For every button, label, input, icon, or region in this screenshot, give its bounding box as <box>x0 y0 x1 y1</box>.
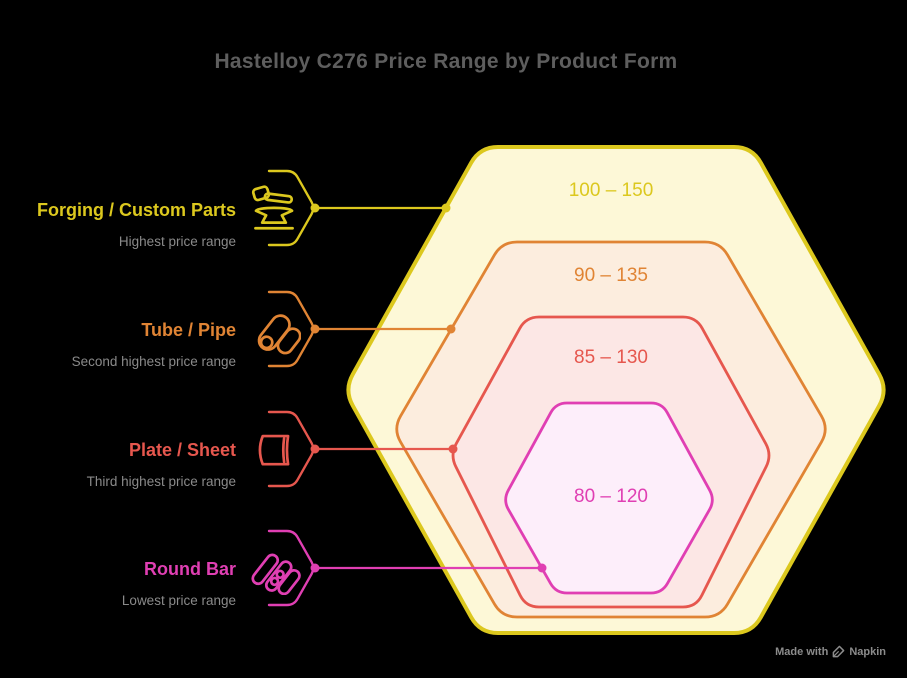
ring-label: Round Bar <box>144 559 236 579</box>
round-bar-icon <box>251 553 301 595</box>
range-label: 100 – 150 <box>568 180 654 201</box>
tube-pipe-icon <box>257 314 301 355</box>
connector-end-dot <box>448 444 458 454</box>
connector-start-dot <box>310 563 320 573</box>
connector-end-dot <box>446 324 456 334</box>
ring-sublabel: Lowest price range <box>121 593 236 608</box>
ring-sublabel: Second highest price range <box>71 354 236 369</box>
connector-end-dot <box>537 563 547 573</box>
ring-sublabel: Highest price range <box>118 234 236 249</box>
hexagon-rings-group <box>346 145 886 635</box>
legend-row-forging: Forging / Custom Parts Highest price ran… <box>37 199 236 251</box>
connector-start-dot <box>310 203 320 213</box>
hexagon-ring-4 <box>504 401 714 595</box>
watermark-prefix: Made with <box>775 645 829 658</box>
connectors-group <box>267 169 547 607</box>
connector-end-dot <box>441 203 451 213</box>
watermark-brand: Napkin <box>849 645 886 658</box>
legend-row-plate-sheet: Plate / Sheet Third highest price range <box>87 439 236 491</box>
range-label: 85 – 130 <box>574 347 648 368</box>
napkin-pen-icon <box>832 645 845 658</box>
ring-label: Plate / Sheet <box>128 440 236 460</box>
legend-row-tube-pipe: Tube / Pipe Second highest price range <box>72 319 236 371</box>
plate-sheet-icon <box>258 434 290 466</box>
legend-row-round-bar: Round Bar Lowest price range <box>122 558 236 610</box>
connector-start-dot <box>310 444 320 454</box>
range-label: 90 – 135 <box>574 265 648 286</box>
connector-start-dot <box>310 324 320 334</box>
page-title: Hastelloy C276 Price Range by Product Fo… <box>214 50 678 73</box>
ring-label: Tube / Pipe <box>141 320 236 340</box>
range-label: 80 – 120 <box>574 486 648 507</box>
forging-icon <box>251 185 294 230</box>
ring-label: Forging / Custom Parts <box>36 200 236 220</box>
watermark: Made with Napkin <box>775 645 886 658</box>
ring-sublabel: Third highest price range <box>86 474 236 489</box>
